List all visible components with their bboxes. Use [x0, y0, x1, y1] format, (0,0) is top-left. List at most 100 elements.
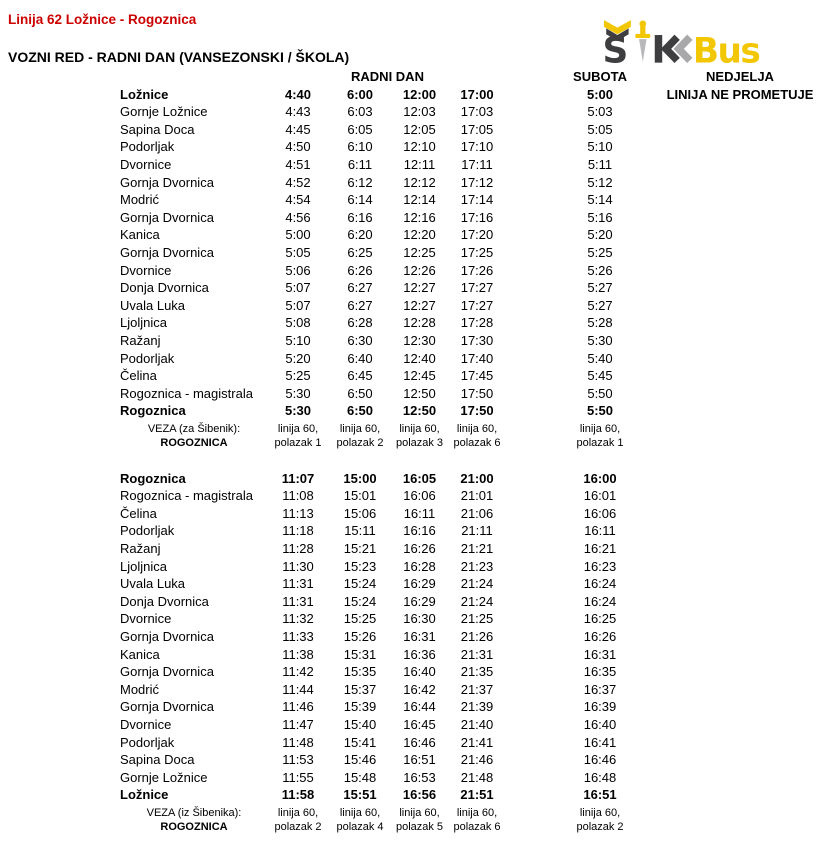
column-spacer: [507, 121, 555, 139]
nedjelja-note: [645, 367, 835, 385]
column-spacer: [507, 663, 555, 681]
timetable-row: Rogoznica - magistrala 11:08 15:01 16:06 21:…: [120, 487, 839, 505]
column-spacer: [507, 209, 555, 227]
stop-name: Kanica: [120, 227, 160, 243]
time-cell: 16:45: [403, 717, 436, 732]
column-headers: RADNI DAN SUBOTA NEDJELJA: [120, 68, 839, 86]
time-cell: 17:03: [460, 104, 494, 120]
timetable-row: Donja Dvornica 5:07 6:27 12:27 17:27 5:27: [120, 279, 839, 297]
time-cell: 16:30: [403, 611, 436, 627]
time-cell: 11:58: [281, 787, 315, 803]
time-cell: 16:42: [403, 681, 436, 697]
time-cell: 16:56: [402, 787, 437, 803]
nedjelja-note: [645, 402, 835, 420]
subota-time-cell: 5:45: [587, 368, 613, 384]
timetable-row: Dvornice 11:32 15:25 16:30 21:25 16:25: [120, 610, 839, 628]
time-cell: 11:42: [282, 664, 314, 680]
time-cell: 17:12: [460, 174, 494, 190]
time-cell: 11:33: [282, 629, 314, 645]
time-cell: 21:25: [460, 611, 494, 627]
time-cell: 11:18: [282, 523, 314, 539]
time-cell: 21:35: [460, 664, 494, 680]
subota-time-cell: 16:51: [583, 787, 617, 803]
veza-line: linija 60,: [339, 806, 381, 819]
timetable-direction-loznice-rogoznica: Ložnice 4:40 6:00 12:00 17:00 5:00 LINIJA NE P…: [120, 86, 839, 451]
stop-name: Modrić: [120, 192, 160, 208]
time-cell: 17:16: [460, 209, 494, 225]
column-spacer: [507, 751, 555, 769]
veza-label-destination: ROGOZNICA: [160, 437, 228, 450]
time-cell: 5:06: [285, 262, 311, 278]
time-cell: 11:44: [282, 681, 314, 697]
time-cell: 21:11: [461, 523, 493, 539]
stop-name: Gornje Ložnice: [120, 104, 208, 120]
timetable-row: Ražanj 11:28 15:21 16:26 21:21 16:21: [120, 540, 839, 558]
subota-time-cell: 5:05: [587, 121, 613, 137]
column-spacer: [507, 769, 555, 787]
time-cell: 4:54: [285, 192, 311, 208]
time-cell: 6:05: [347, 121, 373, 137]
veza-label-line: VEZA (za Šibenik):: [147, 422, 241, 435]
sword-icon: [635, 20, 651, 62]
stop-name: Ljoljnica: [120, 558, 167, 574]
time-cell: 6:00: [346, 86, 374, 102]
veza-departure: polazak 1: [274, 437, 322, 450]
nedjelja-note: [645, 297, 835, 315]
time-cell: 16:51: [403, 752, 436, 768]
column-spacer: [507, 156, 555, 174]
logo-wordmark-bus: Bus: [693, 32, 760, 65]
time-cell: 15:48: [343, 769, 377, 785]
veza-label: VEZA (za Šibenik): ROGOZNICA: [120, 422, 268, 451]
timetable-row: Kanica 5:00 6:20 12:20 17:20 5:20: [120, 226, 839, 244]
time-cell: 5:08: [285, 315, 311, 331]
timetable-row: Rogoznica - magistrala 5:30 6:50 12:50 17:50…: [120, 385, 839, 403]
time-cell: 16:16: [403, 523, 436, 539]
time-cell: 6:03: [347, 104, 373, 120]
veza-connection-cell: linija 60, polazak 4: [328, 806, 392, 835]
stop-name: Dvornice: [120, 611, 172, 627]
veza-connection-cell: linija 60, polazak 2: [328, 422, 392, 451]
timetable-row: Kanica 11:38 15:31 16:36 21:31 16:31: [120, 646, 839, 664]
time-cell: 11:28: [282, 541, 314, 557]
column-spacer: [507, 806, 555, 835]
subota-time-cell: 5:25: [587, 244, 613, 260]
time-cell: 16:29: [403, 593, 436, 609]
subota-time-cell: 16:26: [583, 629, 617, 645]
subota-time-cell: 16:24: [583, 593, 617, 609]
time-cell: 17:28: [460, 315, 494, 331]
veza-label-line: VEZA (iz Šibenika):: [146, 806, 242, 819]
time-cell: 17:11: [461, 156, 493, 172]
time-cell: 17:14: [460, 192, 494, 208]
time-cell: 17:20: [460, 227, 494, 243]
column-spacer: [507, 174, 555, 192]
timetable-row: Uvala Luka 5:07 6:27 12:27 17:27 5:27: [120, 297, 839, 315]
time-cell: 16:06: [403, 488, 436, 504]
subota-time-cell: 16:35: [583, 664, 617, 680]
time-cell: 15:26: [343, 629, 377, 645]
time-cell: 6:50: [346, 403, 374, 419]
stop-name: Podorljak: [120, 523, 175, 539]
veza-subota-cell: linija 60, polazak 2: [555, 806, 645, 835]
time-cell: 16:36: [403, 646, 436, 662]
column-spacer: [507, 297, 555, 315]
header-radni-dan: RADNI DAN: [351, 69, 424, 84]
column-spacer: [507, 279, 555, 297]
subota-time-cell: 5:03: [587, 104, 613, 120]
time-cell: 6:50: [347, 385, 373, 401]
time-cell: 16:53: [403, 769, 436, 785]
veza-connection-cell: linija 60, polazak 5: [392, 806, 447, 835]
time-cell: 6:16: [347, 209, 373, 225]
veza-connection-cell: linija 60, polazak 2: [268, 806, 328, 835]
time-cell: 15:11: [344, 523, 376, 539]
time-cell: 17:45: [460, 368, 494, 384]
subota-time-cell: 16:01: [583, 488, 617, 504]
nedjelja-note: [645, 103, 835, 121]
stop-name: Rogoznica - magistrala: [120, 385, 253, 401]
veza-departure: polazak 4: [336, 821, 384, 834]
time-cell: 4:45: [285, 121, 311, 137]
time-cell: 15:46: [343, 752, 377, 768]
time-cell: 21:26: [460, 629, 494, 645]
time-cell: 11:07: [281, 470, 315, 486]
nedjelja-note: [645, 487, 835, 505]
veza-departure: polazak 6: [453, 821, 501, 834]
